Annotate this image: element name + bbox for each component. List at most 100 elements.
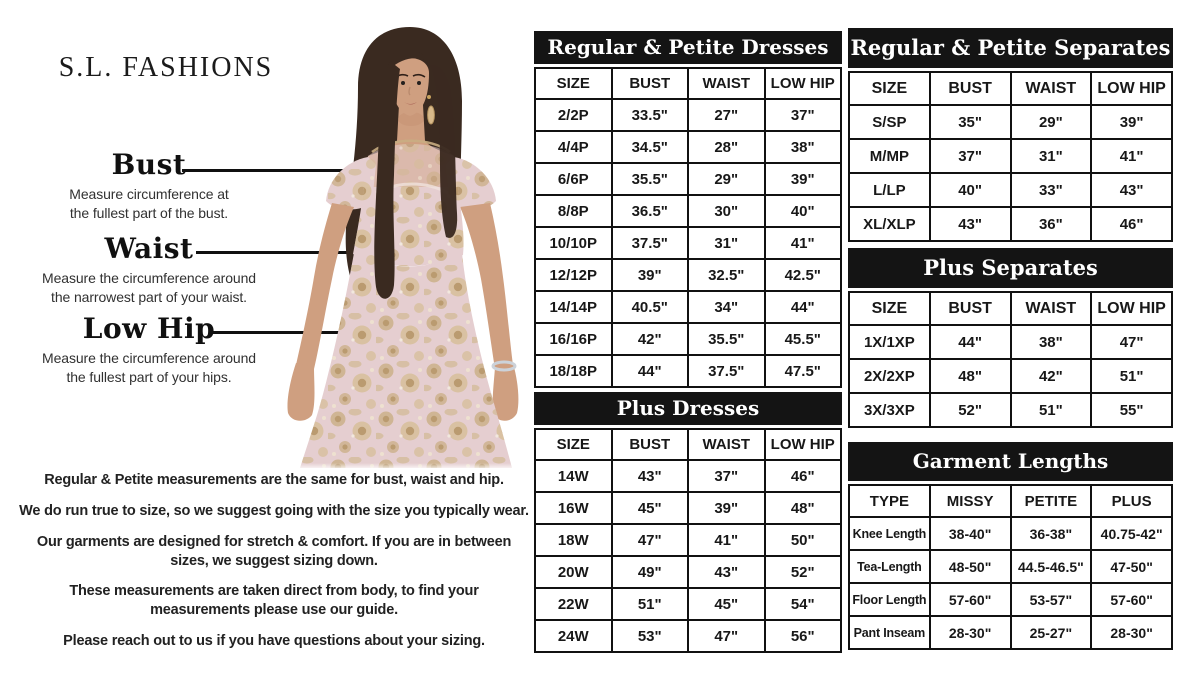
table-cell: 51": [610, 587, 689, 621]
table-cell: 28": [687, 130, 766, 164]
table-cell: 29": [1009, 104, 1093, 140]
table-cell: M/MP: [848, 138, 931, 174]
column-header: WAIST: [687, 428, 766, 461]
brand-logo: S.L. FASHIONS: [58, 52, 274, 83]
table-cell: 57-60": [1090, 582, 1173, 617]
table-cell: 47": [687, 619, 766, 653]
table-cell: 37.5": [687, 354, 766, 388]
table-cell: 2/2P: [534, 98, 613, 132]
table-cell: 28-30": [1090, 615, 1173, 650]
table-cell: 43": [928, 206, 1012, 242]
table-cell: 39": [687, 491, 766, 525]
column-header: WAIST: [1009, 291, 1093, 326]
table-cell: 52": [763, 555, 842, 589]
table-cell: 45.5": [763, 322, 842, 356]
table-cell: 31": [687, 226, 766, 260]
column-header: BUST: [928, 291, 1012, 326]
table-cell: Pant Inseam: [848, 615, 931, 650]
table-row: Knee Length 38-40" 36-38" 40.75-42": [848, 516, 1173, 551]
column-header: MISSY: [928, 484, 1012, 518]
table-row: 20W 49" 43" 52": [534, 555, 842, 589]
table-cell: 40.5": [610, 290, 689, 324]
table-cell: 36": [1009, 206, 1093, 242]
table-cell: 47": [1090, 324, 1173, 360]
table-garment-lengths: Garment Lengths TYPE MISSY PETITE PLUS Knee L…: [848, 442, 1173, 650]
low-hip-label: Low Hip: [82, 312, 216, 345]
table-cell: 34": [687, 290, 766, 324]
table-regular-petite-dresses: Regular & Petite Dresses SIZE BUST WAIST LOW…: [534, 31, 842, 388]
table-cell: 37": [763, 98, 842, 132]
waist-label: Waist: [104, 232, 194, 265]
table-cell: 48-50": [928, 549, 1012, 584]
table-cell: Floor Length: [848, 582, 931, 617]
column-header: SIZE: [534, 67, 613, 100]
table-cell: 4/4P: [534, 130, 613, 164]
table-cell: 49": [610, 555, 689, 589]
table-row: 4/4P 34.5" 28" 38": [534, 130, 842, 164]
table-cell: 36.5": [610, 194, 689, 228]
table-row: 18/18P 44" 37.5" 47.5": [534, 354, 842, 388]
table-cell: 45": [610, 491, 689, 525]
column-header: BUST: [610, 67, 689, 100]
table-cell: 16W: [534, 491, 613, 525]
model-hair-front: [374, 49, 458, 299]
measurement-guide-bust: Bust Measure circumference at the fulles…: [9, 149, 289, 222]
header-row: TYPE MISSY PETITE PLUS: [848, 484, 1173, 518]
table-cell: 6/6P: [534, 162, 613, 196]
table-cell: 39": [763, 162, 842, 196]
table-cell: Tea-Length: [848, 549, 931, 584]
low-hip-description: Measure the circumference around the ful…: [42, 349, 256, 385]
table-cell: 37": [687, 459, 766, 493]
column-header: PETITE: [1009, 484, 1093, 518]
table-row: XL/XLP 43" 36" 46": [848, 206, 1173, 242]
table-row: 3X/3XP 52" 51" 55": [848, 392, 1173, 428]
column-header: BUST: [610, 428, 689, 461]
column-header: TYPE: [848, 484, 931, 518]
table-cell: 24W: [534, 619, 613, 653]
table-row: M/MP 37" 31" 41": [848, 138, 1173, 174]
table-cell: 39": [1090, 104, 1173, 140]
table-cell: 16/16P: [534, 322, 613, 356]
table-title: Garment Lengths: [848, 442, 1173, 481]
note-direct-from-body: These measurements are taken direct from…: [69, 583, 479, 619]
column-header: SIZE: [848, 291, 931, 326]
table-cell: 25-27": [1009, 615, 1093, 650]
table-cell: 35.5": [687, 322, 766, 356]
table-cell: 33": [1009, 172, 1093, 208]
table-cell: 40": [763, 194, 842, 228]
table-cell: 8/8P: [534, 194, 613, 228]
table-cell: 22W: [534, 587, 613, 621]
bust-pointer-line: [182, 169, 345, 172]
table-cell: 57-60": [928, 582, 1012, 617]
table-cell: L/LP: [848, 172, 931, 208]
table-cell: 46": [1090, 206, 1173, 242]
table-cell: 44.5-46.5": [1009, 549, 1093, 584]
note-reach-out: Please reach out to us if you have quest…: [63, 633, 485, 650]
table-row: 16W 45" 39" 48": [534, 491, 842, 525]
table-row: 14/14P 40.5" 34" 44": [534, 290, 842, 324]
table-cell: 43": [687, 555, 766, 589]
waist-description: Measure the circumference around the nar…: [42, 269, 256, 305]
table-cell: 36-38": [1009, 516, 1093, 551]
waist-pointer-line: [196, 251, 368, 254]
table-row: 12/12P 39" 32.5" 42.5": [534, 258, 842, 292]
table-row: 24W 53" 47" 56": [534, 619, 842, 653]
header-row: SIZE BUST WAIST LOW HIP: [848, 291, 1173, 326]
table-row: 22W 51" 45" 54": [534, 587, 842, 621]
table-cell: 53-57": [1009, 582, 1093, 617]
table-cell: 42": [610, 322, 689, 356]
table-row: 14W 43" 37" 46": [534, 459, 842, 493]
size-table-grid: SIZE BUST WAIST LOW HIP S/SP 35" 29" 39" M/MP 37"…: [848, 71, 1173, 242]
sizing-notes: Regular & Petite measurements are the sa…: [0, 471, 548, 663]
table-cell: XL/XLP: [848, 206, 931, 242]
table-cell: 38": [1009, 324, 1093, 360]
table-cell: 35": [928, 104, 1012, 140]
table-cell: 30": [687, 194, 766, 228]
model-photo: [280, 27, 525, 470]
table-cell: 37": [928, 138, 1012, 174]
table-cell: 18/18P: [534, 354, 613, 388]
note-stretch-comfort: Our garments are designed for stretch & …: [36, 533, 512, 569]
table-row: 2X/2XP 48" 42" 51": [848, 358, 1173, 394]
note-true-to-size: We do run true to size, so we suggest go…: [19, 502, 529, 519]
